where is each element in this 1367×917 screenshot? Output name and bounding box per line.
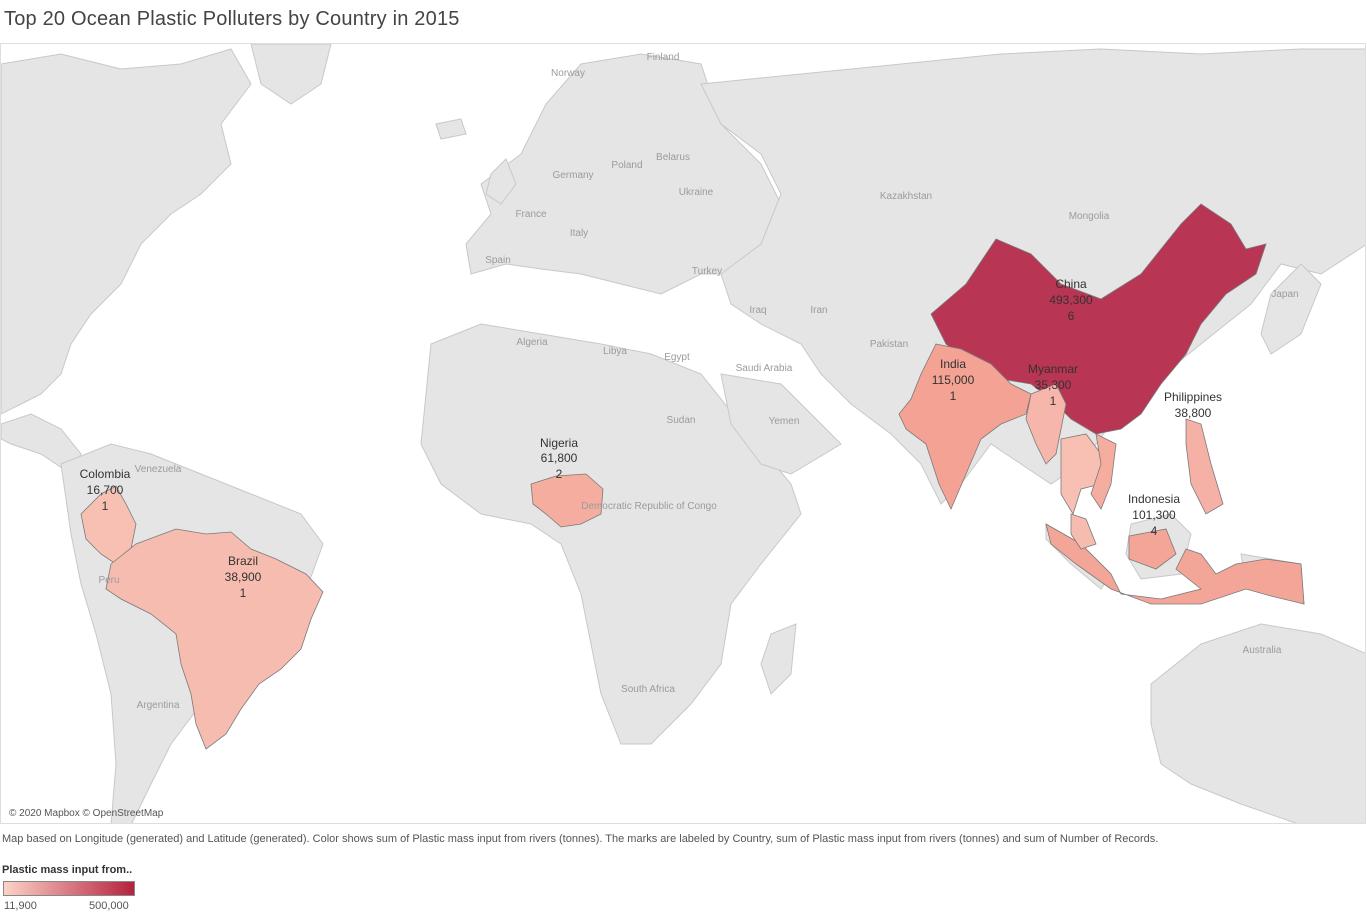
geo-label: Venezuela xyxy=(135,464,182,475)
mark-label-value: 16,700 xyxy=(87,483,124,497)
land-north-america xyxy=(1,48,252,415)
geo-label: Kazakhstan xyxy=(880,191,932,202)
geo-label: Spain xyxy=(485,255,511,266)
geo-label: Poland xyxy=(611,160,642,171)
geo-label: Italy xyxy=(570,228,588,239)
country-nigeria[interactable] xyxy=(530,473,604,528)
land-australia xyxy=(1150,623,1365,823)
geo-label: Yemen xyxy=(769,416,800,427)
map-attribution[interactable]: © 2020 Mapbox © OpenStreetMap xyxy=(9,808,164,819)
geo-label: Argentina xyxy=(137,700,180,711)
geo-label: Algeria xyxy=(516,337,548,348)
geo-label: Turkey xyxy=(692,266,722,277)
geo-label: Finland xyxy=(647,52,680,63)
mark-label-records: 1 xyxy=(240,586,247,600)
mark-label-value: 38,800 xyxy=(1175,406,1212,420)
mark-label-value: 493,300 xyxy=(1049,293,1093,307)
geo-label: Ukraine xyxy=(679,187,714,198)
land-madagascar xyxy=(760,623,797,695)
mark-label-records: 1 xyxy=(102,499,109,513)
mark-label-value: 101,300 xyxy=(1132,508,1176,522)
geo-label: Iraq xyxy=(749,305,766,316)
country-china[interactable] xyxy=(930,203,1267,435)
geo-label: Peru xyxy=(98,575,119,586)
land-uk xyxy=(485,158,517,205)
legend-title: Plastic mass input from.. xyxy=(2,864,133,876)
country-brazil[interactable] xyxy=(105,528,324,750)
mark-label-country: Myanmar xyxy=(1028,362,1078,376)
mark-label-country: Brazil xyxy=(228,554,258,568)
mark-label-value: 61,800 xyxy=(541,451,578,465)
land-iceland xyxy=(435,118,467,140)
geo-label: Australia xyxy=(1243,645,1282,656)
mark-label-country: Philippines xyxy=(1164,390,1222,404)
geo-label: Germany xyxy=(552,170,593,181)
mark-label-country: India xyxy=(940,357,966,371)
legend-max-label: 500,000 xyxy=(89,900,129,912)
country-indonesia[interactable] xyxy=(1045,523,1305,605)
geo-label: Mongolia xyxy=(1069,211,1110,222)
country-malaysia[interactable] xyxy=(1070,513,1097,550)
geo-label: Pakistan xyxy=(870,339,908,350)
country-india[interactable] xyxy=(898,343,1032,510)
geo-label: South Africa xyxy=(621,684,675,695)
land-japan xyxy=(1260,263,1322,355)
geo-label: Egypt xyxy=(664,352,690,363)
legend-min-label: 11,900 xyxy=(4,900,37,912)
land-arabia xyxy=(720,373,842,475)
map-view[interactable]: Finland Norway Poland Belarus Germany Uk… xyxy=(0,43,1366,824)
country-myanmar[interactable] xyxy=(1025,383,1067,465)
geo-label: Iran xyxy=(810,305,827,316)
chart-title: Top 20 Ocean Plastic Polluters by Countr… xyxy=(4,8,460,30)
mark-label-records: 2 xyxy=(556,467,563,481)
country-philippines[interactable] xyxy=(1185,418,1224,515)
mark-label-records: 6 xyxy=(1068,309,1075,323)
geo-label-layer: Finland Norway Poland Belarus Germany Uk… xyxy=(98,52,1298,711)
geo-label: Belarus xyxy=(656,152,690,163)
map-caption: Map based on Longitude (generated) and L… xyxy=(2,833,1159,845)
mark-label-country: China xyxy=(1055,277,1087,291)
geo-label: France xyxy=(515,209,547,220)
mark-label-country: Nigeria xyxy=(540,436,578,450)
geo-label: Sudan xyxy=(667,415,696,426)
mark-label-records: 1 xyxy=(1050,394,1057,408)
country-colombia[interactable] xyxy=(80,485,137,565)
geo-label: Norway xyxy=(551,68,585,79)
country-vietnam[interactable] xyxy=(1090,433,1117,510)
geo-label: Libya xyxy=(603,346,627,357)
mark-label-value: 115,000 xyxy=(932,373,975,387)
mark-label-value: 35,300 xyxy=(1035,378,1072,392)
mark-label-layer: China 493,300 6 India 115,000 1 Myanmar … xyxy=(80,277,1222,600)
mark-label-records: 4 xyxy=(1151,524,1158,538)
legend-color-ramp xyxy=(3,881,135,896)
mark-label-country: Indonesia xyxy=(1128,492,1180,506)
geo-label: Japan xyxy=(1271,289,1298,300)
mark-label-value: 38,900 xyxy=(225,570,262,584)
world-map: Finland Norway Poland Belarus Germany Uk… xyxy=(1,44,1365,823)
geo-label: Democratic Republic of Congo xyxy=(581,501,717,512)
country-thailand[interactable] xyxy=(1060,433,1102,515)
land-layer xyxy=(1,44,1365,823)
land-greenland xyxy=(250,44,332,105)
mark-label-country: Colombia xyxy=(80,467,131,481)
land-africa xyxy=(420,323,802,745)
mark-label-records: 1 xyxy=(950,389,957,403)
country-layer xyxy=(80,203,1305,750)
geo-label: Saudi Arabia xyxy=(736,363,793,374)
